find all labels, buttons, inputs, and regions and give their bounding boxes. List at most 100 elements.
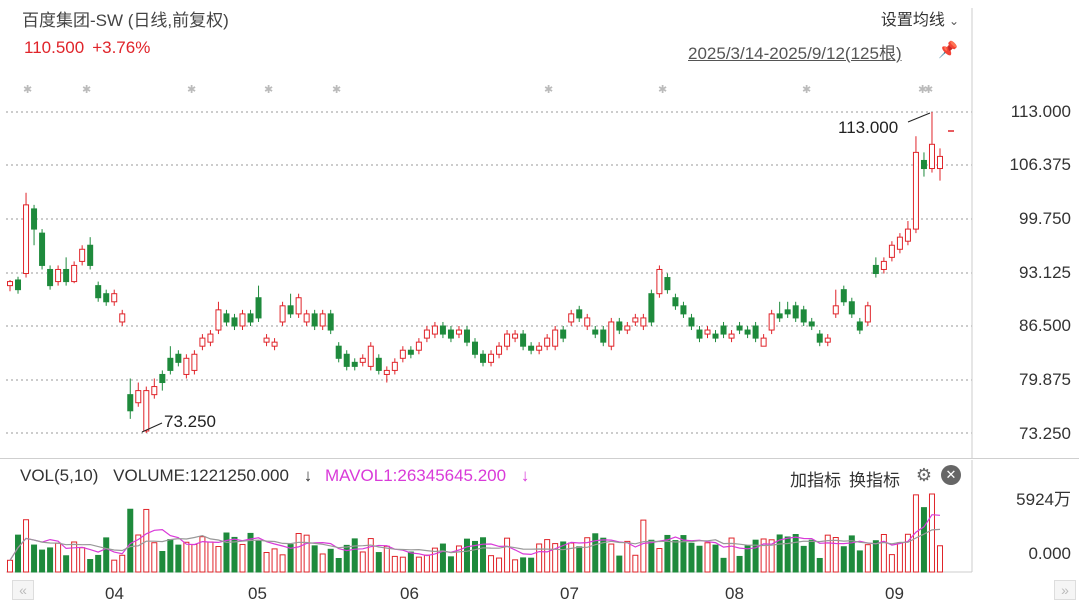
candle-body [39, 232, 46, 266]
volume-bar [600, 537, 607, 573]
change-indicator-button[interactable]: 换指标 [849, 471, 900, 490]
high-arrow [907, 112, 931, 123]
volume-bar [816, 557, 823, 573]
volume-bar [303, 534, 310, 573]
volume-bar [175, 544, 182, 573]
volume-bar [480, 537, 487, 573]
close-icon[interactable]: ✕ [941, 465, 961, 485]
candle-body [752, 325, 759, 339]
candle-body [592, 329, 599, 335]
candle-body [776, 313, 783, 319]
candle-body [888, 244, 895, 258]
candle-body [544, 337, 551, 347]
candle-body [103, 293, 110, 303]
candle-body [63, 268, 70, 283]
vol-label: VOL(5,10) [20, 466, 99, 485]
candle-body [824, 337, 831, 343]
event-marker-icon: ✱ [918, 83, 927, 96]
candle-body [664, 277, 671, 291]
volume-bar [496, 557, 503, 573]
volume-bar [191, 543, 198, 573]
candle-body [119, 313, 126, 323]
candle-body [151, 386, 158, 396]
scroll-left-button[interactable]: « [12, 580, 34, 600]
volume-bar [512, 559, 519, 573]
volume-bar [768, 539, 775, 573]
candle-body [263, 337, 270, 343]
candle-body [472, 341, 478, 355]
add-indicator-button[interactable]: 加指标 [790, 471, 841, 490]
volume-bar [544, 539, 551, 573]
volume-bar [504, 537, 511, 573]
candle-body [47, 268, 54, 287]
volume-axis-top: 5924万 [1016, 490, 1071, 509]
price-display: 110.500 +3.76% [24, 38, 150, 58]
volume-bar [824, 534, 831, 573]
volume-bar [808, 539, 815, 573]
candle-body [167, 357, 174, 371]
volume-bar [287, 544, 294, 573]
volume-bar [584, 537, 591, 573]
volume-bar [848, 535, 855, 573]
candle-body [536, 345, 543, 351]
volume-bar [79, 547, 86, 573]
candle-body [247, 313, 254, 323]
x-tick-label: 08 [725, 584, 744, 603]
volume-bar [55, 542, 62, 573]
volume-bar [263, 552, 270, 573]
volume-bar [103, 537, 110, 573]
candle-body [31, 208, 38, 230]
volume-bar [95, 554, 102, 573]
volume-bar [399, 556, 406, 573]
candle-body [311, 313, 318, 327]
candle-body [608, 321, 615, 347]
volume-bar [159, 550, 166, 573]
candle-body [327, 313, 334, 331]
volume-bar [271, 548, 278, 573]
y-tick-label: 86.500 [1019, 316, 1071, 335]
candle-body [423, 329, 430, 339]
volume-bar [335, 558, 342, 573]
pin-icon[interactable]: 📌 [938, 42, 958, 59]
candle-body [447, 329, 454, 339]
volume-bar [664, 534, 671, 573]
candle-body [143, 390, 150, 432]
candle-body [832, 305, 839, 315]
volume-bar [688, 542, 695, 573]
ma-settings-button[interactable]: 设置均线 ⌄ [881, 6, 959, 30]
y-tick-label: 99.750 [1019, 209, 1071, 228]
volume-bar [592, 533, 599, 573]
volume-bar [151, 542, 158, 573]
x-tick-label: 07 [560, 584, 579, 603]
y-tick-label: 106.375 [1009, 155, 1071, 174]
candle-body [271, 341, 278, 347]
last-price: 110.500 [24, 38, 85, 57]
mavol-line [9, 514, 941, 561]
volume-bar [199, 536, 206, 573]
volume-bar [415, 556, 422, 573]
candle-body [632, 317, 639, 323]
volume-bar [367, 538, 374, 573]
candle-body [840, 289, 847, 303]
volume-bar [7, 559, 13, 573]
volume-bar [904, 533, 911, 573]
candle-body [407, 349, 414, 355]
event-marker-icon: ✱ [23, 83, 32, 96]
candle-body [504, 333, 511, 347]
candle-body [488, 353, 495, 363]
volume-bar [215, 546, 222, 573]
gear-icon[interactable]: ⚙ [915, 465, 933, 485]
candle-body [215, 309, 222, 331]
high-annotation: 113.000 [838, 118, 899, 137]
volume-bar [937, 545, 943, 573]
candle-body [712, 333, 719, 339]
date-range[interactable]: 2025/3/14-2025/9/12(125根) [688, 44, 902, 63]
candle-body [744, 329, 751, 335]
candle-body [351, 361, 358, 367]
event-marker-icon: ✱ [82, 83, 91, 96]
volume-bar [552, 543, 559, 573]
event-marker-icon: ✱ [658, 83, 667, 96]
scroll-right-button[interactable]: » [1054, 580, 1076, 600]
candle-body [135, 390, 142, 404]
